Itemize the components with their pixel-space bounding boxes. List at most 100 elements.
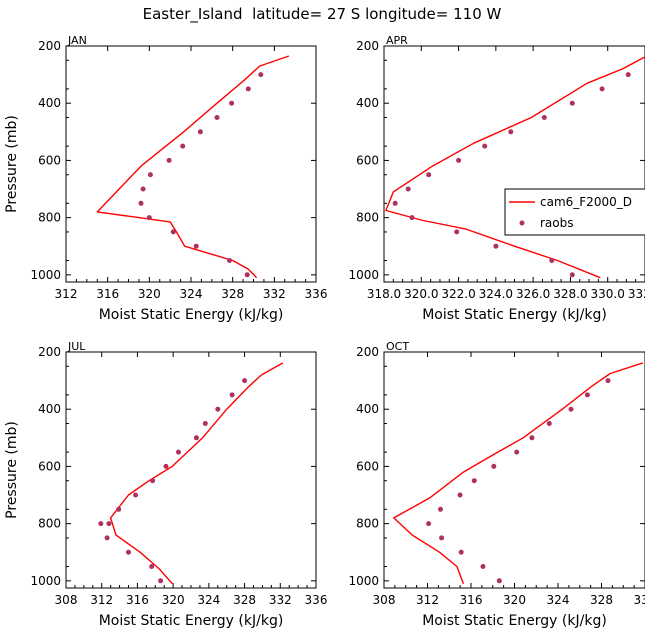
apr-y-tick-label: 400	[356, 96, 379, 110]
jan-panel-label: JAN	[67, 34, 87, 47]
jul-raob-point	[202, 421, 208, 426]
oct-raob-point	[458, 549, 464, 555]
apr-x-tick-label: 330.0	[591, 287, 625, 301]
oct-raob-point	[439, 535, 445, 541]
jan-x-tick-label: 312	[55, 287, 78, 301]
apr-x-axis-title: Moist Static Energy (kJ/kg)	[422, 307, 607, 323]
jan-y-tick-label: 200	[38, 39, 61, 53]
jan-x-axis-title: Moist Static Energy (kJ/kg)	[99, 307, 284, 323]
jan-raob-point	[140, 186, 146, 192]
jul-raob-point	[98, 521, 104, 527]
jul-y-tick-label: 200	[38, 345, 61, 359]
jan-model-line	[96, 55, 290, 279]
jan-raob-point	[227, 258, 232, 263]
apr-raob-point	[392, 200, 398, 206]
panel-jan: JAN 312 316 320 324 328 332 336 200 400 600 800 1000…	[4, 34, 327, 323]
apr-raob-point	[482, 143, 488, 149]
jul-data	[98, 362, 284, 585]
jul-plot-frame	[65, 351, 317, 589]
apr-raob-point	[508, 129, 514, 135]
jul-raob-point	[106, 521, 112, 527]
oct-y-tick-label: 800	[356, 517, 379, 531]
apr-raob-point	[454, 229, 460, 235]
jul-x-tick-label: 332	[269, 593, 292, 607]
jul-raob-point	[133, 492, 139, 498]
jul-panel-label: JUL	[67, 340, 86, 353]
jan-raob-point	[258, 72, 264, 78]
oct-x-tick-label: 308	[373, 593, 396, 607]
jan-x-tick-label: 332	[263, 287, 286, 301]
oct-data	[393, 362, 644, 584]
jan-raob-point	[244, 272, 250, 278]
apr-raob-point	[549, 258, 555, 263]
apr-model-line	[385, 56, 645, 279]
jan-raob-point	[166, 157, 172, 163]
apr-raob-point	[409, 215, 415, 221]
oct-raob-point	[426, 521, 432, 527]
jul-raob-point	[126, 549, 131, 555]
apr-raob-point	[625, 72, 631, 78]
oct-raob-point	[496, 578, 502, 584]
jan-x-tick-label: 320	[138, 287, 161, 301]
jul-raob-point	[163, 463, 169, 469]
jan-raob-point	[229, 100, 235, 106]
jan-raob-point	[138, 200, 144, 206]
legend-model-label: cam6_F2000_D	[540, 195, 632, 209]
jul-raob-point	[176, 449, 181, 455]
jul-x-axis-title: Moist Static Energy (kJ/kg)	[99, 613, 284, 629]
oct-raob-point	[471, 478, 477, 484]
jul-model-line	[109, 362, 284, 585]
oct-panel-label: OCT	[386, 340, 409, 353]
oct-x-tick-label: 324	[547, 593, 570, 607]
panel-apr: APR 318.0 320.0 322.0 324.0 326.0 328.0 330.0 33…	[348, 34, 645, 323]
jan-raob-point	[146, 215, 152, 221]
jan-x-tick-label: 316	[96, 287, 119, 301]
jul-raob-point	[104, 535, 110, 541]
oct-y-tick-label: 600	[356, 459, 379, 473]
jul-x-tick-label: 324	[197, 593, 220, 607]
apr-y-tick-label: 800	[356, 211, 379, 225]
oct-x-tick-label: 312	[416, 593, 439, 607]
apr-raob-point	[426, 172, 432, 178]
apr-y-tick-label: 1000	[348, 268, 379, 282]
oct-x-tick-label: 328	[590, 593, 613, 607]
jul-y-tick-label: 800	[38, 517, 61, 531]
jan-x-tick-label: 328	[221, 287, 244, 301]
apr-data	[385, 56, 645, 279]
jul-raob-point	[193, 435, 199, 441]
apr-x-tick-label: 328.0	[553, 287, 587, 301]
apr-panel-label: APR	[386, 34, 408, 47]
oct-raob-point	[605, 378, 611, 384]
jan-raob-point	[245, 86, 251, 92]
apr-y-tick-label: 200	[356, 39, 379, 53]
apr-x-tick-label: 332.0	[628, 287, 645, 301]
jul-raob-point	[149, 564, 155, 569]
oct-x-tick-label: 320	[503, 593, 526, 607]
jul-raob-point	[158, 578, 164, 584]
jan-raob-point	[147, 172, 153, 178]
jul-y-tick-label: 600	[38, 459, 61, 473]
jan-y-tick-label: 800	[38, 211, 61, 225]
apr-x-tick-label: 320.0	[404, 287, 438, 301]
jul-x-tick-label: 312	[90, 593, 113, 607]
jan-data	[96, 55, 290, 279]
jul-x-tick-label: 328	[233, 593, 256, 607]
jul-raob-point	[215, 406, 221, 412]
jan-x-tick-label: 336	[305, 287, 328, 301]
oct-plot-frame	[383, 351, 645, 589]
apr-raob-point	[493, 243, 499, 249]
jul-y-tick-label: 400	[38, 402, 61, 416]
jul-raob-point	[116, 506, 122, 512]
oct-x-tick-label: 332	[634, 593, 645, 607]
oct-raob-point	[514, 449, 520, 455]
oct-raob-point	[480, 564, 486, 569]
jan-y-tick-label: 600	[38, 153, 61, 167]
jul-raob-point	[242, 378, 248, 384]
jan-y-tick-label: 1000	[30, 268, 61, 282]
oct-raob-point	[584, 392, 590, 398]
jul-x-tick-label: 320	[162, 593, 185, 607]
panel-oct: OCT 308 312 316 320 324 328 332 200 400 600 800 1000…	[348, 340, 645, 629]
jul-y-tick-label: 1000	[30, 574, 61, 588]
apr-y-tick-label: 600	[356, 153, 379, 167]
